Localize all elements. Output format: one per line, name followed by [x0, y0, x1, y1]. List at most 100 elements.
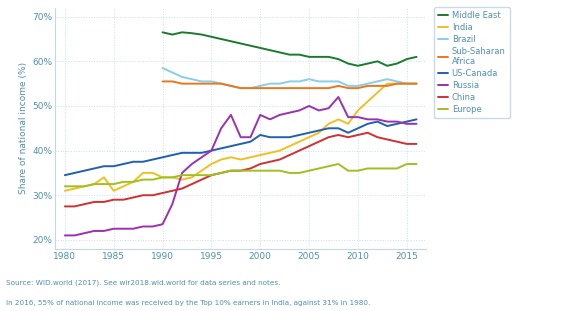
- Legend: Middle East, India, Brazil, Sub-Saharan
Africa, US-Canada, Russia, China, Europe: Middle East, India, Brazil, Sub-Saharan …: [434, 7, 510, 118]
- Line: US-Canada: US-Canada: [65, 119, 416, 175]
- Middle East: [316, 55, 322, 59]
- China: [354, 133, 361, 137]
- India: [364, 100, 371, 103]
- Sub-Saharan
Africa: [316, 86, 322, 90]
- Brazil: [267, 82, 274, 86]
- US-Canada: [276, 135, 283, 139]
- Russia: [208, 149, 215, 152]
- Europe: [364, 167, 371, 170]
- Russia: [110, 227, 117, 230]
- Line: Russia: Russia: [65, 97, 416, 235]
- Middle East: [306, 55, 313, 59]
- Russia: [140, 225, 147, 228]
- China: [257, 162, 264, 166]
- Europe: [374, 167, 381, 170]
- Brazil: [384, 77, 391, 81]
- Europe: [335, 162, 342, 166]
- Middle East: [159, 30, 166, 34]
- Line: Europe: Europe: [65, 164, 416, 186]
- India: [81, 184, 88, 188]
- Middle East: [227, 39, 234, 43]
- Brazil: [364, 82, 371, 86]
- Middle East: [413, 55, 420, 59]
- Russia: [149, 225, 156, 228]
- China: [130, 196, 137, 199]
- Brazil: [198, 80, 205, 83]
- US-Canada: [374, 120, 381, 123]
- Sub-Saharan
Africa: [296, 86, 303, 90]
- India: [413, 82, 420, 86]
- India: [374, 91, 381, 95]
- Europe: [169, 175, 176, 179]
- US-Canada: [384, 124, 391, 128]
- Brazil: [257, 84, 264, 88]
- India: [100, 175, 107, 179]
- Middle East: [198, 33, 205, 36]
- Russia: [364, 118, 371, 121]
- Russia: [413, 122, 420, 126]
- China: [81, 202, 88, 206]
- US-Canada: [130, 160, 137, 164]
- US-Canada: [81, 169, 88, 173]
- Sub-Saharan
Africa: [267, 86, 274, 90]
- Russia: [198, 156, 205, 159]
- Sub-Saharan
Africa: [354, 86, 361, 90]
- India: [247, 156, 254, 159]
- India: [403, 82, 410, 86]
- India: [345, 122, 351, 126]
- Europe: [345, 169, 351, 173]
- India: [296, 140, 303, 144]
- India: [149, 171, 156, 175]
- China: [276, 158, 283, 161]
- China: [393, 140, 400, 144]
- US-Canada: [237, 142, 244, 146]
- India: [237, 158, 244, 161]
- China: [159, 191, 166, 195]
- US-Canada: [306, 131, 313, 135]
- Europe: [179, 173, 186, 177]
- Russia: [159, 222, 166, 226]
- Europe: [208, 173, 215, 177]
- Sub-Saharan
Africa: [198, 82, 205, 86]
- China: [374, 135, 381, 139]
- India: [306, 135, 313, 139]
- Europe: [140, 178, 147, 182]
- China: [100, 200, 107, 204]
- China: [286, 153, 293, 157]
- Europe: [403, 162, 410, 166]
- Russia: [286, 111, 293, 114]
- Middle East: [354, 64, 361, 68]
- India: [198, 169, 205, 173]
- Europe: [413, 162, 420, 166]
- Sub-Saharan
Africa: [276, 86, 283, 90]
- Europe: [316, 167, 322, 170]
- Europe: [71, 184, 78, 188]
- Brazil: [159, 66, 166, 70]
- China: [364, 131, 371, 135]
- China: [120, 198, 127, 202]
- Brazil: [169, 71, 176, 74]
- India: [159, 175, 166, 179]
- Europe: [110, 182, 117, 186]
- Sub-Saharan
Africa: [208, 82, 215, 86]
- China: [403, 142, 410, 146]
- India: [130, 180, 137, 184]
- Brazil: [374, 80, 381, 83]
- India: [384, 82, 391, 86]
- India: [208, 162, 215, 166]
- India: [179, 178, 186, 182]
- Brazil: [403, 82, 410, 86]
- US-Canada: [286, 135, 293, 139]
- Sub-Saharan
Africa: [247, 86, 254, 90]
- Russia: [276, 113, 283, 117]
- Europe: [149, 178, 156, 182]
- Brazil: [316, 80, 322, 83]
- Middle East: [296, 53, 303, 57]
- Sub-Saharan
Africa: [364, 84, 371, 88]
- Sub-Saharan
Africa: [403, 82, 410, 86]
- Middle East: [393, 62, 400, 65]
- US-Canada: [345, 131, 351, 135]
- Europe: [267, 169, 274, 173]
- Europe: [130, 180, 137, 184]
- Middle East: [208, 35, 215, 39]
